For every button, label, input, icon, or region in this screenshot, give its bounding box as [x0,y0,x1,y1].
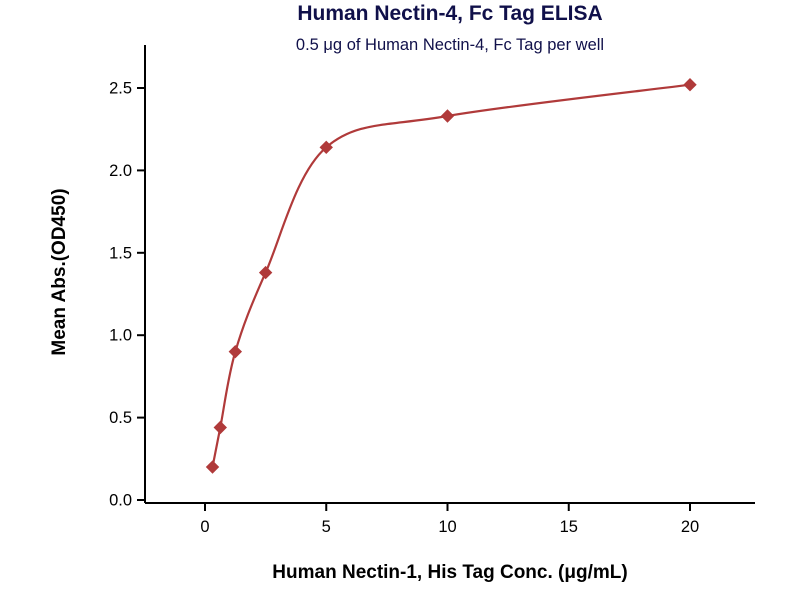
data-point-marker [258,265,273,280]
fit-curve [211,83,691,468]
y-tick-label: 1.5 [109,244,132,262]
x-tick-label: 15 [560,518,578,536]
x-tick-label: 5 [322,518,331,536]
y-tick-label: 2.5 [109,80,132,98]
chart-subtitle: 0.5 μg of Human Nectin-4, Fc Tag per wel… [295,36,605,54]
data-point-marker [440,109,455,123]
x-tick-label: 10 [438,518,456,536]
data-point-marker [205,460,220,474]
y-tick-label: 0.0 [109,492,132,510]
y-tick-label: 2.0 [109,162,132,180]
data-point-marker [683,77,697,92]
x-tick-label: 0 [200,518,209,536]
y-tick-label: 0.5 [109,409,132,427]
y-tick-label: 1.0 [109,327,132,345]
x-tick-label: 20 [681,518,699,536]
chart-title: Human Nectin-4, Fc Tag ELISA [297,2,603,25]
data-point-marker [213,420,227,435]
x-axis-label: Human Nectin-1, His Tag Conc. (μg/mL) [272,562,628,583]
data-point-marker [319,140,333,155]
data-point-marker [228,344,243,359]
